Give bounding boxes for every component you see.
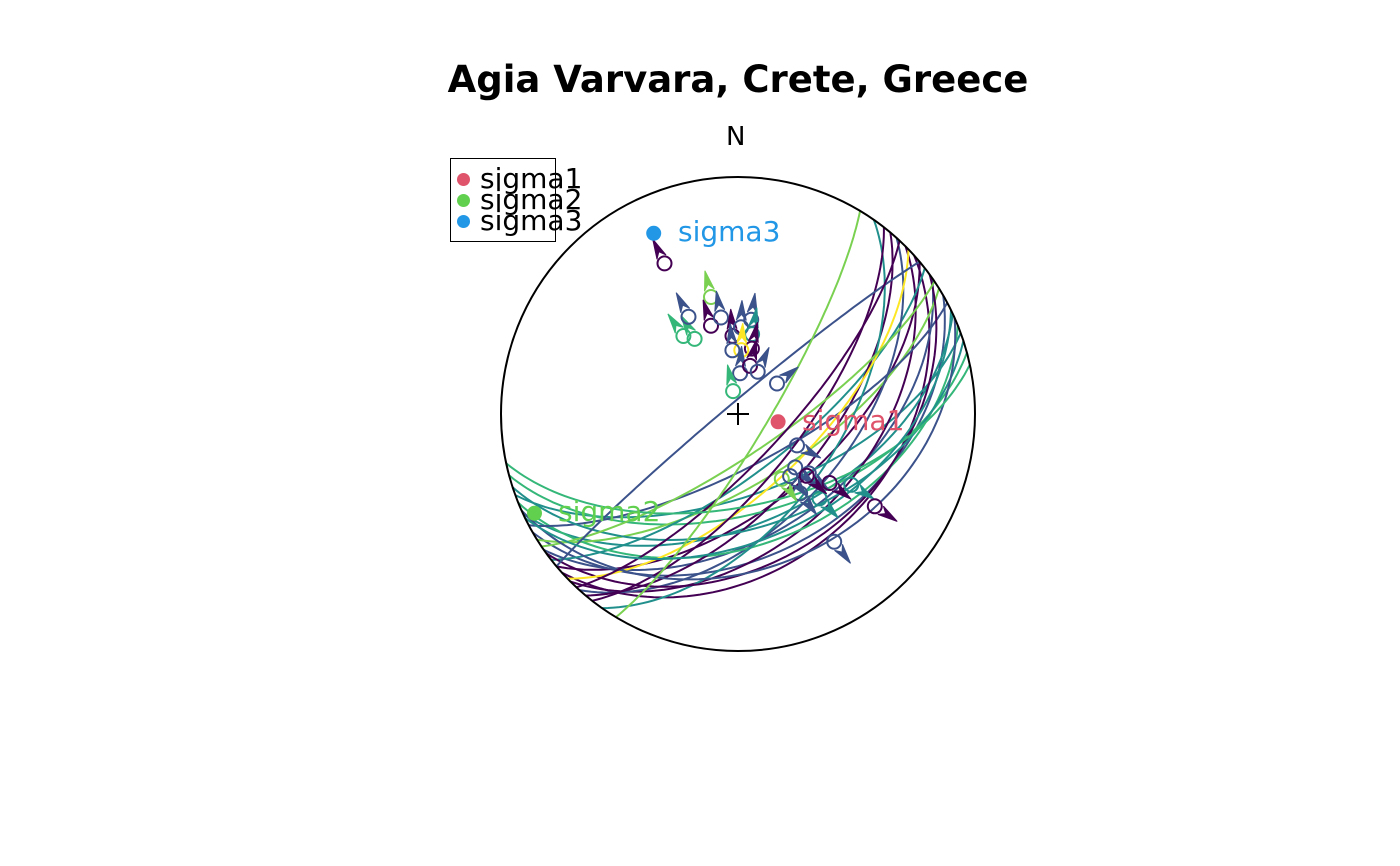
slip-point-13 — [680, 308, 697, 325]
legend-swatch-sigma1 — [457, 172, 470, 186]
slip-arrow-5 — [726, 308, 738, 330]
slip-point-30 — [773, 470, 790, 487]
slip-point-9 — [743, 340, 760, 357]
slip-arrow-18 — [726, 364, 738, 386]
sigma2-point — [527, 505, 542, 521]
legend-label-sigma2: sigma2 — [480, 183, 583, 216]
slip-point-3 — [703, 317, 719, 334]
slip-arrow-2 — [704, 270, 715, 292]
slip-point-28 — [866, 498, 883, 515]
slip-arrow-13 — [675, 292, 691, 313]
fault-plane-24 — [505, 364, 971, 515]
slip-point-11 — [686, 330, 703, 347]
slip-arrow-8 — [747, 307, 759, 329]
slip-point-4 — [713, 309, 729, 326]
slip-vectors — [652, 238, 898, 564]
slip-arrow-27 — [808, 476, 828, 495]
legend-label-sigma1: sigma1 — [480, 162, 583, 195]
slip-point-20 — [789, 437, 805, 454]
slip-arrow-23 — [831, 482, 852, 500]
slip-point-17 — [749, 363, 766, 380]
slip-arrow-31 — [790, 478, 808, 498]
legend-swatch-sigma2 — [457, 193, 470, 207]
sigma1-label: sigma1 — [802, 404, 905, 437]
slip-arrow-26 — [800, 495, 818, 516]
slip-arrow-29 — [834, 544, 851, 564]
slip-point-22 — [787, 459, 804, 476]
slip-arrow-4 — [714, 290, 726, 312]
fault-plane-15 — [602, 219, 886, 610]
slip-arrow-6 — [735, 300, 747, 321]
slip-point-15 — [732, 365, 749, 382]
slip-arrow-7 — [746, 292, 758, 314]
slip-arrow-24 — [820, 499, 839, 519]
slip-point-18 — [725, 383, 742, 400]
legend-item-sigma1: sigma1 — [457, 162, 583, 195]
slip-arrow-14 — [726, 323, 738, 345]
slip-arrow-20 — [800, 443, 822, 459]
fault-plane-3 — [522, 313, 954, 547]
slip-point-25 — [843, 476, 860, 493]
slip-arrow-28 — [877, 505, 898, 522]
slip-point-14 — [724, 342, 741, 359]
slip-arrow-16 — [746, 339, 757, 361]
slip-arrow-1 — [652, 238, 667, 260]
principal-axes — [527, 225, 786, 521]
sigma3-point — [646, 225, 662, 241]
legend-label-sigma3: sigma3 — [480, 204, 583, 237]
fault-plane-21 — [520, 317, 957, 581]
north-label: N — [726, 122, 746, 152]
legend-item-sigma3: sigma3 — [457, 204, 583, 237]
fault-plane-23 — [576, 240, 901, 589]
chart-title: Agia Varvara, Crete, Greece — [447, 58, 1029, 101]
slip-point-1 — [656, 255, 673, 272]
slip-arrow-3 — [702, 299, 715, 321]
fault-planes — [505, 210, 971, 618]
slip-point-19 — [769, 375, 785, 392]
fault-plane-20 — [541, 280, 936, 548]
slip-arrow-17 — [755, 346, 770, 368]
slip-arrow-12 — [667, 313, 684, 334]
fault-plane-6 — [543, 278, 935, 571]
slip-point-24 — [811, 490, 828, 507]
slip-point-31 — [782, 468, 799, 485]
fault-plane-25 — [615, 210, 862, 618]
sigma3-label: sigma3 — [678, 215, 781, 248]
slip-point-23 — [821, 475, 838, 491]
slip-point-29 — [826, 533, 843, 550]
fault-plane-16 — [545, 274, 938, 588]
legend: sigma1 sigma2 sigma3 — [450, 158, 582, 242]
fault-plane-26 — [524, 310, 952, 560]
slip-point-27 — [798, 467, 815, 484]
slip-arrow-15 — [735, 346, 746, 367]
legend-swatch-sigma3 — [457, 214, 470, 228]
slip-point-12 — [675, 328, 692, 344]
legend-item-sigma2: sigma2 — [457, 183, 583, 216]
sigma2-label: sigma2 — [558, 495, 661, 528]
fault-plane-10 — [551, 267, 926, 561]
sigma1-point — [770, 414, 786, 430]
slip-arrow-30 — [781, 481, 798, 502]
slip-arrow-11 — [680, 315, 696, 336]
slip-arrow-19 — [779, 366, 799, 384]
net-primitive-circle — [500, 176, 976, 652]
slip-arrow-9 — [748, 321, 759, 344]
slip-arrow-25 — [854, 483, 875, 500]
fault-plane-22 — [555, 260, 921, 567]
